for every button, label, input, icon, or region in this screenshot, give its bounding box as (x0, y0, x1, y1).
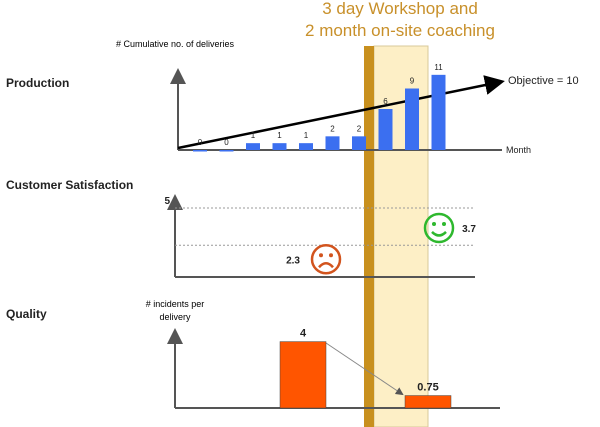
section-title: Customer Satisfaction (6, 178, 133, 192)
bar (431, 74, 446, 150)
bar (378, 109, 393, 150)
value-label: 1 (304, 131, 309, 140)
banner-line: 2 month on-site coaching (305, 21, 495, 40)
workshop-band (364, 46, 374, 427)
value-label: 0 (224, 138, 229, 147)
face-part (329, 253, 333, 258)
objective-label: Objective = 10 (508, 75, 579, 87)
face-part (431, 231, 447, 237)
section-title: Production (6, 76, 69, 90)
section-title: Quality (6, 307, 47, 321)
y-label-box: # incidents per delivery (145, 299, 205, 322)
bar (279, 341, 327, 409)
bar (405, 88, 419, 150)
change-arrow (325, 342, 404, 396)
bar (325, 136, 340, 150)
face-part (310, 244, 342, 275)
value-label: 9 (410, 77, 415, 86)
value-label: 6 (383, 97, 388, 106)
banner-line: 3 day Workshop and (322, 0, 478, 18)
bar (404, 395, 452, 409)
face (310, 244, 342, 275)
objective-arrow (177, 75, 505, 150)
bar (299, 143, 313, 150)
x-axis-label: Month (506, 145, 531, 155)
value-label: 2 (357, 124, 362, 133)
value-label: 1 (277, 131, 282, 140)
value-label: 1 (251, 131, 256, 140)
bar (219, 150, 234, 152)
value-label: 11 (434, 63, 443, 72)
bar (272, 143, 287, 150)
value-label: 3.7 (462, 224, 476, 235)
y-tick-label: 5 (164, 196, 170, 207)
value-label: 0 (198, 138, 203, 147)
value-label: 4 (300, 328, 307, 340)
bar (352, 136, 366, 150)
y-axis-label: # Cumulative no. of deliveries (115, 39, 235, 49)
value-label: 0.75 (417, 382, 438, 394)
bar (246, 143, 260, 150)
value-label: 2 (330, 124, 335, 133)
value-label: 2.3 (286, 255, 300, 266)
bar (193, 150, 207, 152)
face (423, 212, 455, 244)
y-axis-label: # incidents per delivery (145, 299, 205, 322)
face-part (432, 221, 436, 226)
face-part (423, 212, 455, 244)
face-part (319, 253, 323, 258)
y-label-box: # Cumulative no. of deliveries (115, 39, 235, 49)
face-part (318, 262, 334, 269)
face-part (442, 221, 446, 226)
